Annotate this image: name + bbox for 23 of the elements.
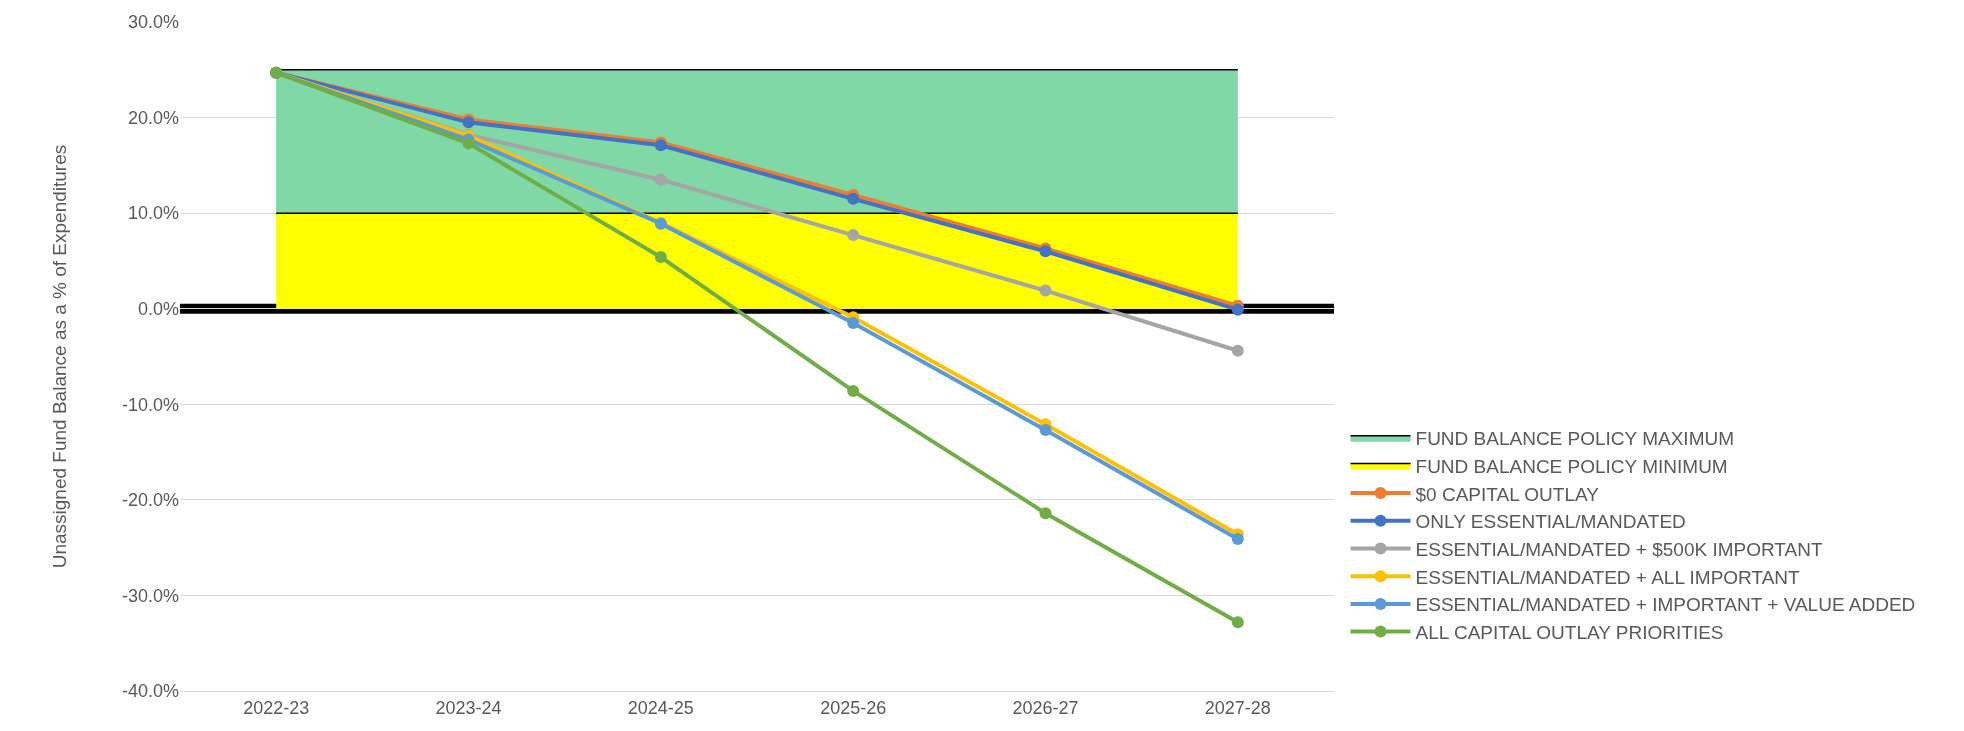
y-axis-title: Unassigned Fund Balance as a % of Expenditures <box>48 144 70 569</box>
y-tick-label: -40.0% <box>121 681 179 702</box>
y-tick-label: 30.0% <box>127 12 179 33</box>
x-tick-label: 2024-25 <box>627 697 694 718</box>
legend-label: ESSENTIAL/MANDATED + ALL IMPORTANT <box>1415 566 1801 588</box>
x-tick-label: 2025-26 <box>820 697 887 718</box>
y-tick-label: 20.0% <box>127 107 179 128</box>
y-tick-label: -30.0% <box>121 585 179 606</box>
legend-label: ONLY ESSENTIAL/MANDATED <box>1415 511 1686 533</box>
legend-label: FUND BALANCE POLICY MAXIMUM <box>1415 428 1735 450</box>
legend-label: $0 CAPITAL OUTLAY <box>1415 483 1600 505</box>
y-tick-label: -10.0% <box>121 394 179 415</box>
x-tick-label: 2022-23 <box>243 697 310 718</box>
y-tick-label: 0.0% <box>137 299 179 320</box>
x-tick-label: 2027-28 <box>1204 697 1271 718</box>
legend-label: ESSENTIAL/MANDATED + $500K IMPORTANT <box>1415 538 1823 560</box>
legend-label: FUND BALANCE POLICY MINIMUM <box>1415 455 1728 477</box>
y-tick-label: -20.0% <box>121 490 179 511</box>
x-tick-label: 2026-27 <box>1012 697 1079 718</box>
y-tick-label: 10.0% <box>127 203 179 224</box>
legend-label: ALL CAPITAL OUTLAY PRIORITIES <box>1415 622 1724 644</box>
x-tick-label: 2023-24 <box>435 697 502 718</box>
legend-label: ESSENTIAL/MANDATED + IMPORTANT + VALUE ADDED <box>1415 594 1916 616</box>
